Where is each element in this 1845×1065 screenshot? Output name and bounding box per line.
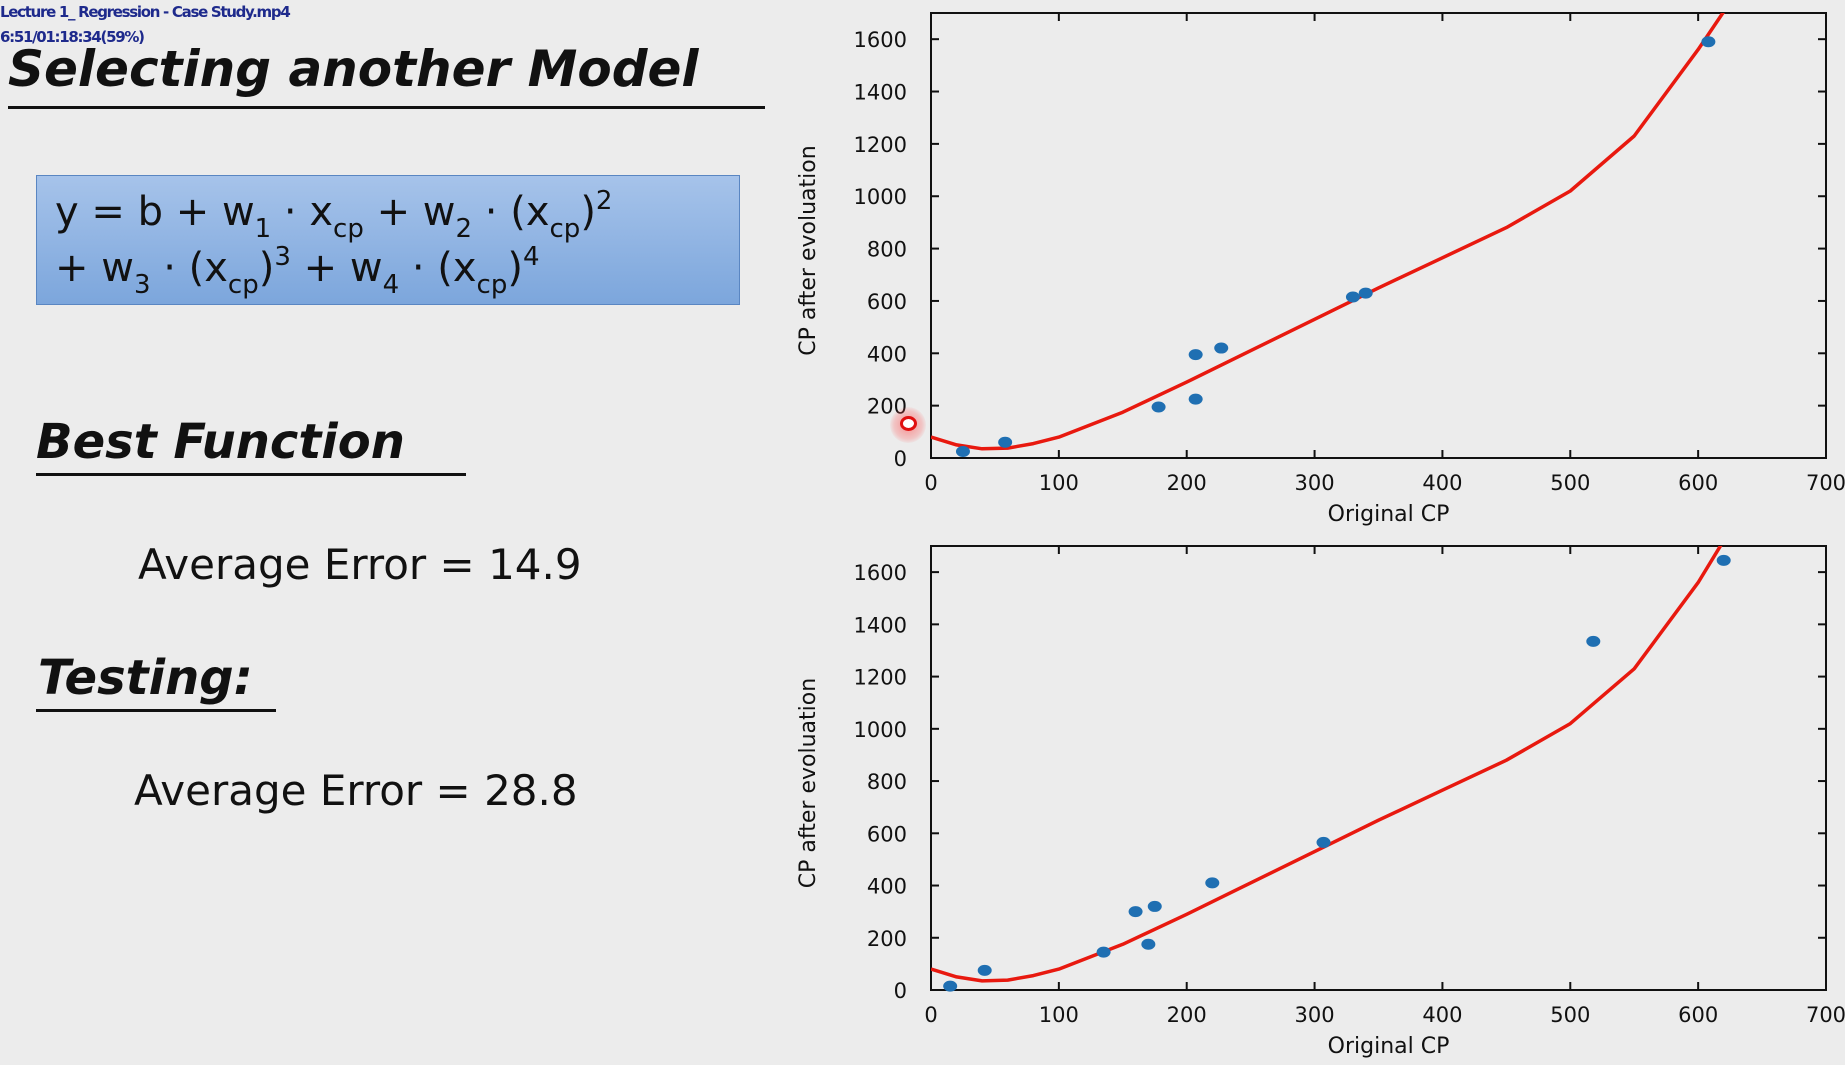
x-axis-label: Original CP (1328, 502, 1450, 527)
y-tick-label: 600 (867, 290, 907, 314)
data-point (1345, 291, 1360, 303)
y-tick-label: 400 (867, 875, 907, 899)
x-tick-label: 400 (1422, 1003, 1462, 1027)
x-axis-label: Original CP (1328, 1034, 1450, 1059)
y-tick-label: 1000 (854, 718, 907, 742)
data-point (1586, 635, 1601, 647)
data-point (1701, 36, 1716, 48)
x-tick-label: 600 (1678, 1003, 1718, 1027)
training-error: Average Error = 14.9 (138, 540, 582, 589)
y-tick-label: 1600 (854, 561, 907, 585)
x-tick-label: 300 (1295, 1003, 1335, 1027)
data-point (1358, 287, 1373, 299)
data-point (955, 445, 970, 457)
data-point (1214, 342, 1229, 354)
x-tick-label: 500 (1550, 1003, 1590, 1027)
cursor-pointer (900, 416, 917, 431)
data-point (1316, 836, 1331, 848)
x-tick-label: 200 (1167, 1003, 1207, 1027)
x-tick-label: 700 (1806, 471, 1845, 495)
best-function-underline (36, 473, 466, 476)
video-timestamp: 6:51/01:18:34(59%) (0, 28, 145, 46)
fitted-curve (931, 13, 1725, 451)
y-tick-label: 0 (894, 979, 907, 1003)
x-tick-label: 700 (1806, 1003, 1845, 1027)
formula-line-1: y = b + w1 · xcp + w2 · (xcp)2 (55, 186, 613, 244)
data-point (1147, 900, 1162, 912)
y-tick-label: 1400 (854, 81, 907, 105)
video-filename: Lecture 1_ Regression - Case Study.mp4 (0, 3, 291, 21)
video-overlay: Lecture 1_ Regression - Case Study.mp4 6… (0, 0, 291, 50)
best-function-heading: Best Function (36, 414, 405, 470)
data-point (1188, 349, 1203, 361)
fitted-curve (931, 546, 1723, 983)
y-tick-label: 1200 (854, 666, 907, 690)
data-point (1151, 401, 1166, 413)
formula-box: y = b + w1 · xcp + w2 · (xcp)2 + w3 · (x… (36, 175, 740, 305)
title-underline (8, 106, 765, 109)
y-tick-label: 0 (894, 447, 907, 471)
data-point (1141, 938, 1156, 950)
plot-frame (930, 12, 1827, 459)
testing-underline (36, 709, 276, 712)
data-point (998, 436, 1013, 448)
x-tick-label: 0 (924, 471, 937, 495)
data-point (1096, 946, 1111, 958)
y-tick-label: 1200 (854, 133, 907, 157)
data-point (1128, 906, 1143, 918)
x-tick-label: 600 (1678, 471, 1718, 495)
x-tick-label: 100 (1039, 471, 1079, 495)
data-point (977, 964, 992, 976)
y-axis-label: CP after evoluation (796, 145, 821, 355)
y-tick-label: 1000 (854, 185, 907, 209)
data-point (1205, 877, 1220, 889)
y-tick-label: 200 (867, 927, 907, 951)
chart-1: 0 100 200 300 400 500 600 700020040060080010001… (796, 12, 1845, 527)
chart-2: 0 100 200 300 400 500 600 700 0 200 400 600 800 1000 1… (796, 545, 1845, 1059)
y-tick-label: 400 (867, 342, 907, 366)
testing-error: Average Error = 28.8 (134, 766, 578, 815)
y-axis-label: CP after evoluation (796, 678, 821, 888)
data-point (943, 980, 958, 992)
y-tick-label: 600 (867, 822, 907, 846)
x-tick-label: 400 (1422, 471, 1462, 495)
data-point (1716, 554, 1731, 566)
y-tick-label: 1400 (854, 613, 907, 637)
x-tick-label: 200 (1167, 471, 1207, 495)
plot-frame (930, 545, 1827, 991)
slide-title: Selecting another Model (8, 40, 699, 98)
testing-heading: Testing: (38, 650, 253, 706)
y-tick-label: 800 (867, 770, 907, 794)
data-point (1188, 393, 1203, 405)
y-tick-label: 800 (867, 238, 907, 262)
x-tick-label: 100 (1039, 1003, 1079, 1027)
x-tick-label: 500 (1550, 471, 1590, 495)
y-tick-label: 1600 (854, 28, 907, 52)
x-tick-label: 300 (1295, 471, 1335, 495)
formula-line-2: + w3 · (xcp)3 + w4 · (xcp)4 (55, 242, 540, 300)
x-tick-label: 0 (924, 1003, 937, 1027)
